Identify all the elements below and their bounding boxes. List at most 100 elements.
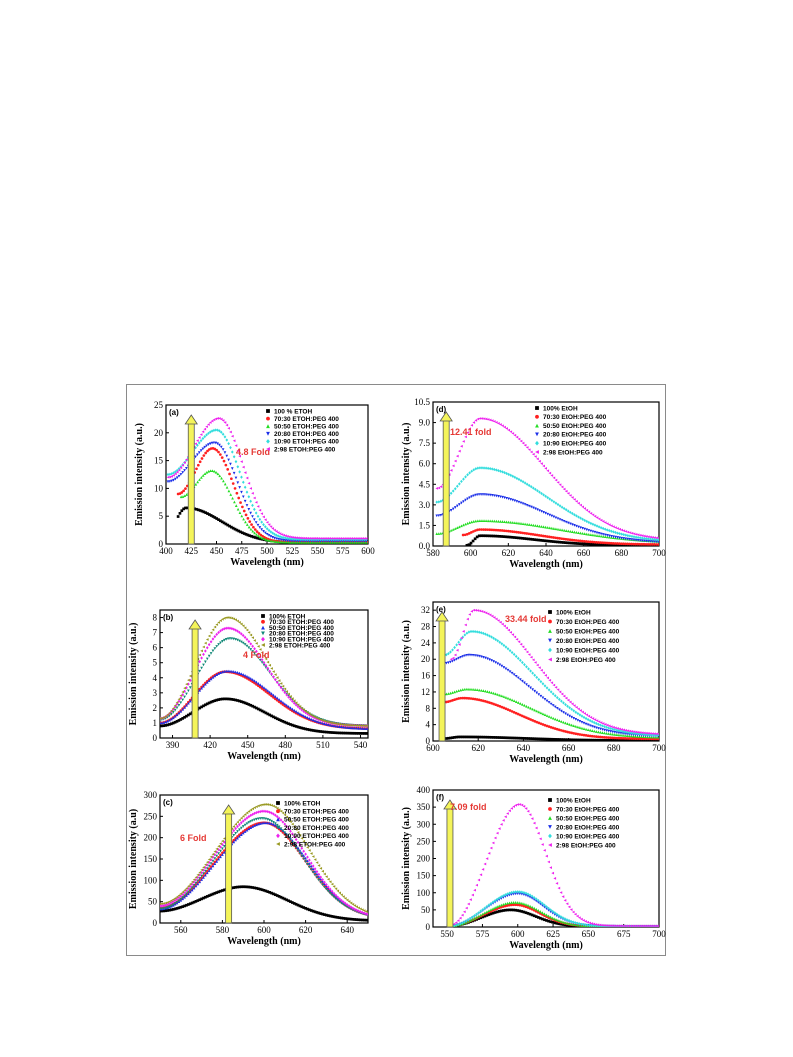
data-point (553, 913, 557, 916)
data-point (183, 469, 186, 472)
data-point (628, 542, 631, 546)
data-point (626, 729, 630, 733)
data-point (466, 431, 469, 434)
data-point (477, 914, 481, 918)
data-point (468, 521, 471, 524)
data-point (597, 525, 601, 529)
legend-entry: 20:80 ETOH:PEG 400 (269, 631, 334, 638)
data-point (544, 511, 548, 515)
legend-entry: 100% ETOH (284, 800, 321, 807)
data-point (649, 732, 652, 735)
data-point (605, 543, 608, 546)
data-point (533, 689, 537, 693)
data-point (549, 715, 553, 719)
data-point (201, 436, 205, 441)
data-point (451, 691, 454, 694)
data-point (575, 524, 578, 528)
data-point (497, 906, 501, 910)
data-point (297, 536, 300, 540)
data-point (516, 536, 520, 540)
data-point (247, 508, 251, 511)
data-point (313, 910, 317, 914)
data-point (269, 525, 273, 529)
data-point (359, 732, 362, 735)
data-point (488, 735, 491, 739)
data-point (462, 477, 465, 481)
data-point (248, 520, 252, 523)
data-point (221, 419, 225, 422)
data-point (615, 736, 619, 740)
data-point (603, 533, 607, 537)
data-point (177, 711, 181, 715)
data-point (222, 670, 226, 673)
legend-entry: 10:90 ETOH:PEG 400 (284, 833, 349, 840)
data-point (243, 830, 247, 833)
data-point (593, 718, 597, 721)
data-point (527, 448, 531, 452)
data-point (243, 701, 247, 705)
data-point (505, 427, 508, 430)
data-point (292, 843, 296, 847)
data-point (524, 894, 528, 897)
data-point (306, 537, 309, 542)
data-point (198, 898, 202, 902)
data-point (249, 642, 253, 646)
legend-marker (261, 643, 265, 647)
data-point (359, 724, 362, 727)
series-2 (461, 528, 659, 546)
data-point (465, 696, 469, 700)
data-point (603, 728, 606, 732)
data-point (304, 906, 307, 910)
data-point (561, 923, 565, 926)
data-point (266, 538, 269, 542)
data-point (525, 532, 529, 535)
data-point (243, 823, 247, 827)
data-point (185, 703, 188, 707)
yellow-arrow-icon (443, 799, 457, 928)
data-point (478, 519, 482, 522)
data-point (253, 647, 256, 651)
data-point (298, 848, 302, 852)
data-point (481, 912, 485, 916)
data-point (177, 894, 181, 897)
data-point (511, 432, 515, 435)
data-point (595, 541, 599, 544)
data-point (328, 721, 332, 724)
data-point (581, 531, 584, 535)
data-point (459, 696, 463, 700)
data-point (594, 923, 598, 926)
data-point (626, 537, 630, 541)
data-point (574, 738, 578, 741)
data-point (300, 536, 304, 540)
data-point (447, 700, 450, 703)
data-point (247, 675, 251, 679)
data-point (489, 908, 493, 911)
y-tick-label: 300 (144, 790, 158, 800)
data-point (638, 731, 642, 734)
data-point (198, 688, 202, 692)
legend-entry: 100% ETOH (269, 613, 306, 620)
data-point (536, 524, 539, 528)
data-point (497, 896, 501, 900)
data-point (528, 904, 532, 908)
data-point (304, 727, 307, 731)
data-point (484, 519, 488, 523)
data-point (313, 867, 317, 871)
data-point (548, 526, 552, 530)
data-point (219, 849, 222, 853)
data-point (612, 725, 615, 729)
data-point (317, 911, 321, 915)
series-3 (160, 669, 368, 730)
legend-marker (261, 625, 265, 630)
data-point (260, 661, 264, 664)
data-point (457, 697, 461, 700)
data-point (311, 871, 315, 874)
data-point (185, 894, 188, 897)
legend-entry: 20:80 EtOH:PEG 400 (543, 432, 607, 439)
legend-marker (535, 432, 539, 437)
series-group (160, 616, 368, 735)
data-point (549, 540, 553, 543)
data-point (531, 538, 534, 541)
legend-entry: 50:50 ETOH:PEG 400 (274, 424, 339, 431)
data-point (313, 539, 317, 543)
